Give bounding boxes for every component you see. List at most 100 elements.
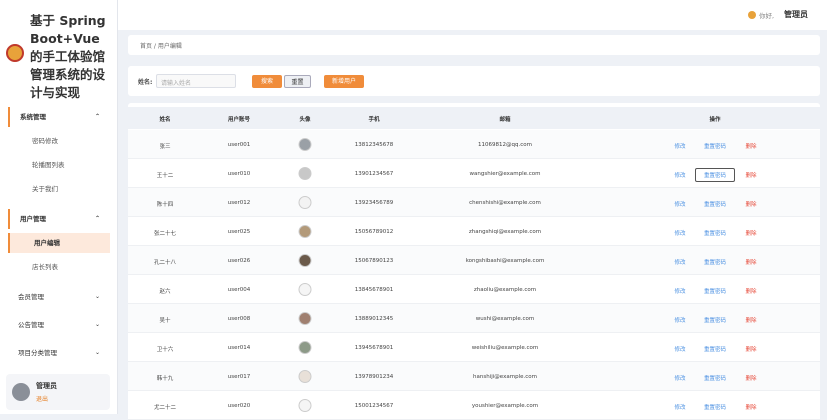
action-link[interactable]: 修改 [674, 173, 686, 179]
cell-email: zhaoliu@example.com [473, 287, 537, 293]
table-row [128, 362, 820, 391]
search-card: 姓名: 请输入姓名 搜索 重置 新增用户 [128, 66, 820, 96]
cell-name: 陈十四 [156, 202, 174, 208]
cell-account: user025 [227, 229, 251, 235]
menu-item[interactable]: 关于我们 [32, 185, 58, 193]
menu-item[interactable]: 轮播图列表 [32, 161, 65, 169]
action-link[interactable]: 删除 [745, 347, 757, 353]
column-header: 姓名 [159, 117, 171, 123]
action-link[interactable]: 重置密码 [703, 144, 727, 150]
action-link[interactable]: 重置密码 [703, 289, 727, 295]
menu-group[interactable]: 会员管理 ⌄ [8, 287, 110, 307]
cell-email: kongshibashi@example.com [465, 258, 545, 264]
chevron: ⌄ [94, 293, 100, 300]
action-link[interactable]: 重置密码 [703, 405, 727, 411]
menu-group[interactable]: 系统管理 ⌃ [8, 107, 110, 127]
avatar [298, 167, 312, 180]
cell-email: weishiliu@example.com [471, 345, 539, 351]
column-header: 邮箱 [499, 117, 511, 123]
action-link[interactable]: 修改 [674, 347, 686, 353]
action-link[interactable]: 删除 [745, 202, 757, 208]
action-link[interactable]: 重置密码 [703, 318, 727, 324]
table-row [128, 217, 820, 246]
cell-account: user017 [227, 374, 251, 380]
cell-account: user014 [227, 345, 251, 351]
logo [6, 44, 24, 62]
greeting: 你好, [759, 12, 775, 20]
action-link[interactable]: 删除 [745, 318, 757, 324]
menu-item[interactable]: 店长列表 [32, 263, 58, 271]
logout[interactable]: 退出 [36, 396, 49, 403]
action-link[interactable]: 修改 [674, 289, 686, 295]
action-link[interactable]: 修改 [674, 260, 686, 266]
menu-group[interactable]: 项目分类管理 ⌄ [8, 343, 110, 363]
column-header: 头像 [299, 117, 311, 123]
action-link[interactable]: 删除 [745, 376, 757, 382]
cell-name: 尤二十二 [153, 405, 177, 411]
menu-group[interactable]: 用户管理 ⌃ [8, 209, 110, 229]
add-button[interactable]: 新增用户 [324, 75, 364, 88]
action-link[interactable]: 重置密码 [703, 376, 727, 382]
cell-email: youshier@example.com [471, 403, 539, 409]
reset-button[interactable]: 重置 [284, 75, 311, 88]
action-link[interactable]: 重置密码 [694, 168, 736, 182]
avatar [298, 254, 312, 267]
column-header: 用户账号 [227, 117, 251, 123]
header-avatar [748, 11, 756, 19]
cell-account: user004 [227, 287, 251, 293]
action-link[interactable]: 修改 [674, 405, 686, 411]
menu-item[interactable]: 用户编辑 [8, 233, 110, 253]
cell-name: 韩十九 [156, 376, 174, 382]
cell-phone: 13901234567 [354, 171, 394, 177]
action-link[interactable]: 修改 [674, 318, 686, 324]
cell-phone: 13812345678 [354, 142, 394, 148]
cell-phone: 13845678901 [354, 287, 394, 293]
action-link[interactable]: 重置密码 [703, 202, 727, 208]
action-link[interactable]: 删除 [745, 231, 757, 237]
cell-phone: 13945678901 [354, 345, 394, 351]
sidebar: 基于 Spring Boot+Vue的手工体验馆管理系统的设计与实现 系统管理 ⌃… [0, 0, 118, 414]
action-link[interactable]: 删除 [745, 260, 757, 266]
user-card: 管理员 退出 [6, 374, 110, 410]
avatar [298, 283, 312, 296]
action-link[interactable]: 修改 [674, 144, 686, 150]
action-link[interactable]: 修改 [674, 376, 686, 382]
search-button[interactable]: 搜索 [252, 75, 282, 88]
avatar [298, 370, 312, 383]
action-link[interactable]: 删除 [745, 173, 757, 179]
table-row [128, 159, 820, 188]
table-row [128, 304, 820, 333]
cell-phone: 15067890123 [354, 258, 394, 264]
avatar [298, 312, 312, 325]
avatar [298, 196, 312, 209]
menu-group[interactable]: 公告管理 ⌄ [8, 315, 110, 335]
cell-email: zhangshiqi@example.com [468, 229, 542, 235]
table-row [128, 246, 820, 275]
cell-phone: 13978901234 [354, 374, 394, 380]
table-row [128, 130, 820, 159]
avatar [298, 341, 312, 354]
chevron: ⌃ [94, 113, 100, 120]
cell-name: 卫十六 [156, 347, 174, 353]
action-link[interactable]: 修改 [674, 202, 686, 208]
action-link[interactable]: 重置密码 [703, 231, 727, 237]
search-input[interactable]: 请输入姓名 [156, 74, 236, 88]
cell-account: user008 [227, 316, 251, 322]
cell-phone: 15001234567 [354, 403, 394, 409]
action-link[interactable]: 修改 [674, 231, 686, 237]
menu-item[interactable]: 密码修改 [32, 137, 58, 145]
cell-phone: 15056789012 [354, 229, 394, 235]
action-link[interactable]: 删除 [745, 405, 757, 411]
cell-name: 孔二十八 [153, 260, 177, 266]
avatar [298, 399, 312, 412]
cell-name: 吴十 [159, 318, 171, 324]
action-link[interactable]: 重置密码 [703, 347, 727, 353]
chevron: ⌃ [94, 215, 100, 222]
chevron: ⌄ [94, 321, 100, 328]
app-title: 基于 Spring Boot+Vue的手工体验馆管理系统的设计与实现 [30, 13, 106, 100]
action-link[interactable]: 删除 [745, 144, 757, 150]
avatar [298, 225, 312, 238]
action-link[interactable]: 重置密码 [703, 260, 727, 266]
action-link[interactable]: 删除 [745, 289, 757, 295]
